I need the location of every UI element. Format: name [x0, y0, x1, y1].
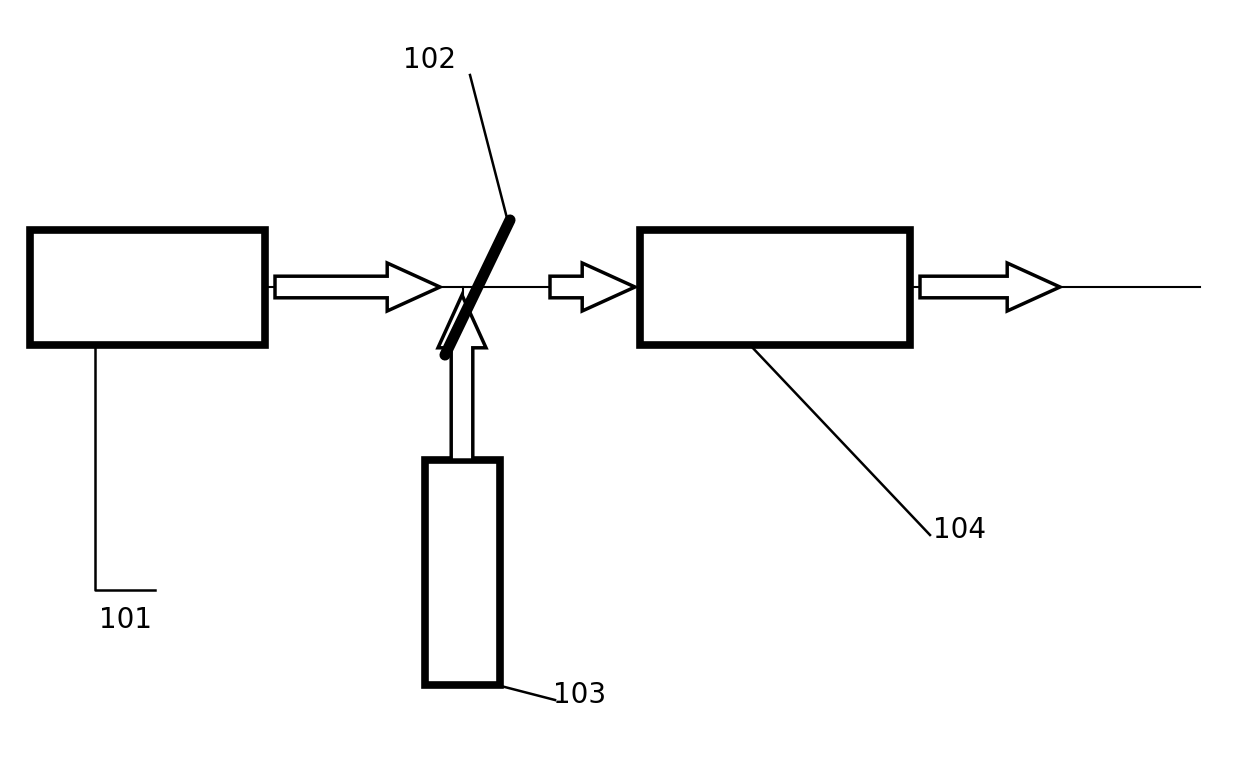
Bar	[425, 460, 500, 685]
Polygon shape	[920, 263, 1060, 311]
Text: 101: 101	[98, 606, 151, 634]
Text: 104: 104	[934, 516, 987, 544]
Bar	[30, 230, 265, 345]
Polygon shape	[551, 263, 635, 311]
Polygon shape	[275, 263, 440, 311]
Text: 103: 103	[553, 681, 606, 709]
Bar	[640, 230, 910, 345]
Text: 102: 102	[403, 46, 456, 74]
Polygon shape	[438, 295, 486, 460]
